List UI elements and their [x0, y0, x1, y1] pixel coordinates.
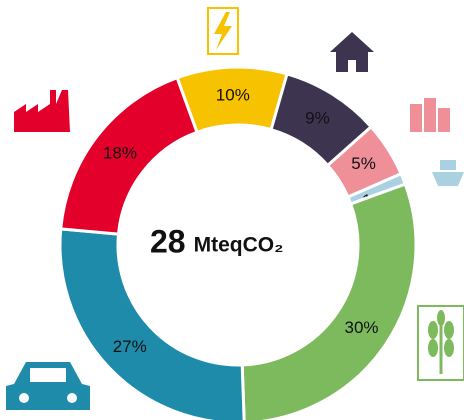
value-label: 27%: [113, 337, 147, 356]
value-label: 9%: [305, 108, 330, 127]
icons: [6, 7, 464, 410]
agriculture-icon: [417, 305, 464, 381]
donut-segment: [240, 182, 418, 420]
value-label: 5%: [351, 154, 376, 173]
center-unit: MteqCO₂: [194, 234, 284, 257]
value-label: 10%: [216, 86, 250, 105]
industry-icon: [14, 90, 70, 132]
donut-segment: [58, 227, 246, 420]
car-icon: [6, 362, 90, 410]
ship-icon: [432, 160, 464, 186]
donut-segment: [59, 75, 199, 236]
value-label: 18%: [103, 144, 137, 163]
house-icon: [330, 32, 374, 72]
energy-icon: [207, 7, 239, 55]
buildings-icon: [410, 98, 450, 132]
value-label: 30%: [345, 318, 379, 337]
center-value: 28: [150, 223, 186, 259]
